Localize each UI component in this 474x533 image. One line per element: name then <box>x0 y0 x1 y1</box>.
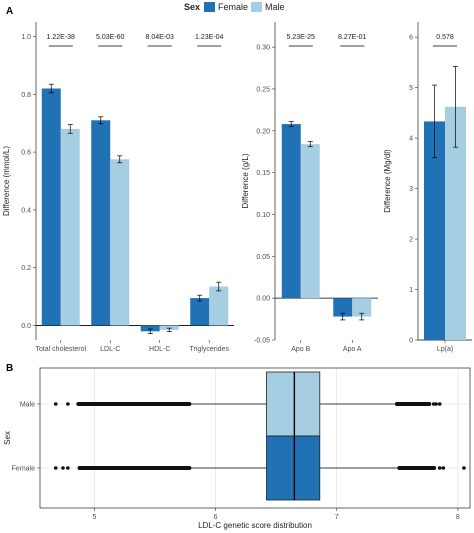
panel-lipids-mmol: 0.0 0.2 0.4 0.6 0.8 1.0 Difference (mmol/L) Tot… <box>2 22 234 353</box>
y-tick-label: 0.15 <box>256 170 270 177</box>
box-female <box>266 435 321 501</box>
p-value-label: 1.22E-38 <box>47 34 76 41</box>
p-value-label: 5.23E-25 <box>287 34 316 41</box>
y-tick-label: -0.05 <box>254 338 270 345</box>
bar-male <box>300 144 320 299</box>
panel-letter-b: B <box>6 363 13 374</box>
y-tick-label: 0.25 <box>256 86 270 93</box>
outlier-point <box>441 466 446 470</box>
bar-female <box>91 120 111 326</box>
x-tick-label: 5 <box>93 514 97 521</box>
y-tick-label: 0.8 <box>21 92 31 99</box>
bar-female <box>424 121 445 340</box>
y-tick-label: 3 <box>409 186 413 193</box>
y-tick-label: 5 <box>409 85 413 92</box>
plot-frame <box>39 367 471 509</box>
y-tick-label: 0.20 <box>256 128 270 135</box>
legend-label-male: Male <box>265 2 285 12</box>
x-tick-label: Apo A <box>343 346 362 353</box>
p-value-label: 0.578 <box>436 34 454 41</box>
bar-male <box>110 159 130 326</box>
y-tick-label: 0.6 <box>21 150 31 157</box>
y-tick-label: 0.10 <box>256 212 270 219</box>
y-tick-label: Male <box>20 402 35 409</box>
y-tick-label: 0.30 <box>256 45 270 52</box>
x-tick-label: HDL-C <box>149 346 170 353</box>
bar-male <box>445 106 466 340</box>
bar-female <box>281 124 301 299</box>
legend: Sex Female Male <box>184 2 285 12</box>
panel-lpa: 0 1 2 3 4 5 6 Difference (Mg/dl) Lp(a) 0.578 <box>383 22 472 353</box>
bar-female <box>190 298 210 326</box>
x-tick-label: 8 <box>456 514 460 521</box>
y-axis-title: Sex <box>3 431 12 445</box>
bar-male <box>209 286 229 326</box>
outlier-point <box>53 466 58 470</box>
outlier-band-high <box>397 466 437 470</box>
outlier-band-low <box>76 402 192 406</box>
y-tick-label: 0.2 <box>21 265 31 272</box>
x-tick-label: Total cholesterol <box>35 346 86 353</box>
x-tick-label: 7 <box>335 514 339 521</box>
y-tick-label: 1.0 <box>21 34 31 41</box>
outlier-point <box>437 402 442 406</box>
outlier-point <box>53 402 58 406</box>
legend-title: Sex <box>184 2 200 12</box>
y-axis-title: Difference (mmol/L) <box>2 146 11 216</box>
legend-key-female <box>204 2 215 12</box>
box-male <box>266 371 321 437</box>
x-tick-label: 6 <box>214 514 218 521</box>
outlier-point <box>437 466 442 470</box>
bar-female <box>333 298 353 317</box>
p-value-label: 8.04E-03 <box>146 34 175 41</box>
x-tick-label: Lp(a) <box>437 346 453 353</box>
panel-apolipoproteins: -0.05 0.00 0.05 0.10 0.15 0.20 0.25 0.30 Differe… <box>241 22 378 353</box>
y-tick-label: 4 <box>409 136 413 143</box>
legend-key-male <box>251 2 262 12</box>
panel-genetic-score-boxplot: Male Female 5 6 7 8 LDL-C genetic score distri… <box>3 367 471 530</box>
p-value-label: 1.23E-04 <box>195 34 224 41</box>
y-tick-label: Female <box>12 466 35 473</box>
x-tick-label: Apo B <box>291 346 310 353</box>
y-tick-label: 0.0 <box>21 323 31 330</box>
p-value-label: 8.27E-01 <box>338 34 367 41</box>
outlier-band-low <box>77 466 192 470</box>
y-axis-title: Difference (g/L) <box>241 153 250 208</box>
y-tick-label: 0.05 <box>256 254 270 261</box>
bar-male <box>352 298 372 317</box>
outlier-band-high <box>394 402 432 406</box>
x-tick-label: LDL-C <box>100 346 120 353</box>
p-value-label: 5.03E-60 <box>96 34 125 41</box>
y-tick-label: 6 <box>409 35 413 42</box>
outlier-point <box>66 402 70 406</box>
legend-label-female: Female <box>218 2 248 12</box>
outlier-point <box>61 466 65 470</box>
y-tick-label: 0.00 <box>256 296 270 303</box>
y-tick-label: 0 <box>409 338 413 345</box>
bar-female <box>140 325 160 332</box>
x-axis-title: LDL-C genetic score distribution <box>198 521 312 530</box>
outlier-point <box>434 402 438 406</box>
bar-male <box>60 128 80 326</box>
panel-letter-a: A <box>6 6 13 17</box>
y-tick-label: 2 <box>409 237 413 244</box>
outlier-point <box>66 466 70 470</box>
x-tick-label: Triglycerides <box>190 346 230 353</box>
outlier-point <box>462 466 466 470</box>
bar-female <box>41 88 61 326</box>
y-tick-label: 1 <box>409 287 413 294</box>
bar-male <box>159 325 179 330</box>
y-tick-label: 0.4 <box>21 207 31 214</box>
y-axis-title: Difference (Mg/dl) <box>383 149 392 213</box>
